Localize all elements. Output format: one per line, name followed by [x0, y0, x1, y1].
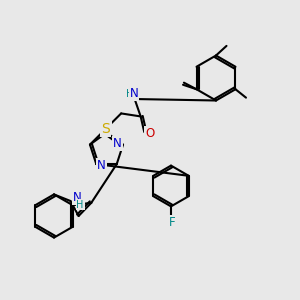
- Text: N: N: [130, 87, 138, 100]
- Text: O: O: [145, 127, 154, 140]
- Text: H: H: [126, 88, 133, 99]
- Text: H: H: [76, 200, 84, 210]
- Text: F: F: [169, 215, 175, 229]
- Text: N: N: [113, 137, 122, 150]
- Text: S: S: [101, 122, 110, 136]
- Text: N: N: [97, 159, 106, 172]
- Text: N: N: [102, 120, 111, 133]
- Text: N: N: [73, 190, 82, 204]
